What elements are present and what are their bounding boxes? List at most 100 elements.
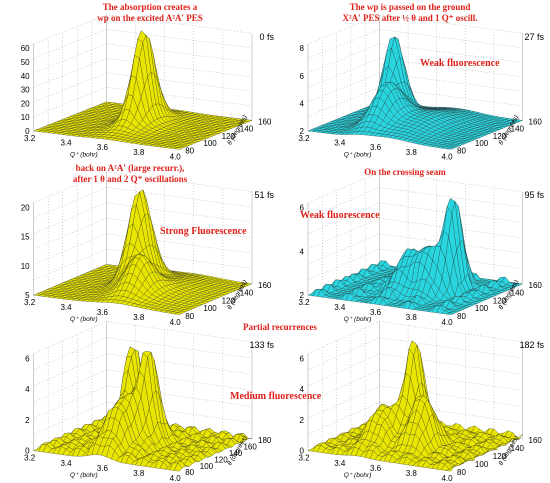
q-tick-label: 3.6 xyxy=(97,308,109,317)
q-tick-label: 4.0 xyxy=(170,152,182,161)
q-tick-label: 3.8 xyxy=(406,148,418,157)
z-tick-label: 50 xyxy=(21,58,30,67)
q-tick-label: 3.2 xyxy=(298,134,310,143)
fluorescence-note: Weak fluorescence xyxy=(300,210,380,221)
q-tick-label: 3.4 xyxy=(60,459,72,468)
theta-tick-label: 140 xyxy=(511,444,525,453)
z-tick-label: 6 xyxy=(25,354,30,363)
surface-mesh xyxy=(307,198,523,315)
q-tick-label: 3.6 xyxy=(370,308,382,317)
z-tick-label: 2 xyxy=(300,416,305,425)
theta-tick-label: 160 xyxy=(258,117,272,126)
z-tick-label: 4 xyxy=(300,247,305,256)
q-tick-label: 4.0 xyxy=(170,474,182,483)
z-tick-label: 15 xyxy=(21,233,30,242)
theta-tick-label: 80 xyxy=(457,468,466,477)
caption-ground-pes: The wp is passed on the ground X²A′ PES … xyxy=(300,2,520,24)
z-tick-label: 10 xyxy=(21,113,30,122)
theta-tick-label: 120 xyxy=(493,452,507,461)
q-tick-label: 3.2 xyxy=(24,134,36,143)
q-tick-label: 3.8 xyxy=(406,313,418,322)
z-tick-label: 5 xyxy=(25,291,30,300)
theta-tick-label: 160 xyxy=(529,436,543,445)
q-tick-label: 3.2 xyxy=(298,454,310,463)
panel-27fs: 8 6 4 2 3.2 3.4 3.6 3.8 4.0 160 140 120 100 80 Q⁺ (boh… xyxy=(275,14,550,161)
theta-tick-label: 120 xyxy=(222,296,236,305)
caption-crossing-seam: On the crossing seam xyxy=(364,167,446,177)
q-tick-label: 3.8 xyxy=(133,469,145,478)
theta-tick-label: 100 xyxy=(200,462,214,471)
surface-plot: 20 15 10 53.2 3.4 3.6 3.8 4.0 160 140 120 100 80 Q⁺ (… xyxy=(21,171,274,327)
caption-recurrence: back on A²A′ (large recurr.), after 1 θ … xyxy=(20,163,240,185)
q-tick-label: 3.4 xyxy=(60,139,72,148)
theta-tick-label: 160 xyxy=(529,281,543,290)
q-tick-label: 3.6 xyxy=(97,464,109,473)
fluorescence-note: Medium fluorescence xyxy=(230,391,322,402)
theta-tick-label: 180 xyxy=(258,436,272,445)
z-tick-label: 6 xyxy=(300,203,305,212)
q-tick-label: 3.6 xyxy=(370,143,382,152)
q-tick-label: 3.2 xyxy=(298,298,310,307)
z-tick-label: 4 xyxy=(300,385,305,394)
caption-absorption-line1: The absorption creates a xyxy=(102,2,198,12)
surface-plot: 60504030201003.23.43.63.84.0160140120100… xyxy=(21,14,274,161)
surface-mesh xyxy=(307,340,523,472)
theta-tick-label: 120 xyxy=(493,296,507,305)
panel-182fs: 6 4 2 0 3.2 3.4 3.6 3.8 4.0 160 140 120 100 80 Q⁺ (boh… xyxy=(275,321,550,483)
z-tick-label: 10 xyxy=(21,262,30,271)
surface-plot: 6 4 2 03.2 3.4 3.6 3.8 4.0 160 140 120 100 80 Q⁺ (boh… xyxy=(298,321,544,483)
panel-0fs: 60 50 40 30 20 10 0 3.2 3.4 3.6 3.8 4.0 160 140 120 100… xyxy=(0,14,280,161)
theta-tick-label: 140 xyxy=(240,289,254,298)
z-tick-label: 4 xyxy=(25,385,30,394)
q-tick-label: 3.4 xyxy=(334,459,346,468)
z-tick-label: 8 xyxy=(300,44,305,53)
theta-tick-label: 80 xyxy=(185,312,194,321)
time-label: 182 fs xyxy=(519,340,544,350)
z-tick-label: 6 xyxy=(300,354,305,363)
z-tick-label: 0 xyxy=(25,127,30,136)
z-tick-label: 40 xyxy=(21,72,30,81)
caption-recurrence-line1: back on A²A′ (large recurr.), xyxy=(75,163,185,173)
surface-plot: 8 6 4 23.2 3.4 3.6 3.8 4.0 160 140 120 100 80 Q⁺ (boh… xyxy=(298,14,544,161)
time-label: 95 fs xyxy=(524,190,544,200)
z-tick-label: 30 xyxy=(21,86,30,95)
q-tick-label: 4.0 xyxy=(441,152,453,161)
z-tick-label: 20 xyxy=(21,203,30,212)
q-tick-label: 3.8 xyxy=(133,148,145,157)
z-tick-label: 0 xyxy=(25,447,30,456)
theta-tick-label: 80 xyxy=(185,468,194,477)
q-tick-label: 3.4 xyxy=(60,303,72,312)
caption-absorption-line2: wp on the excited A²A′ PES xyxy=(97,13,203,23)
q-tick-label: 3.2 xyxy=(24,454,36,463)
q-tick-label: 3.6 xyxy=(97,143,109,152)
z-tick-label: 2 xyxy=(300,291,305,300)
theta-tick-label: 140 xyxy=(240,125,254,134)
theta-tick-label: 80 xyxy=(457,146,466,155)
theta-tick-label: 120 xyxy=(222,132,236,141)
q-axis-label: Q⁺ (bohr) xyxy=(344,316,372,323)
surface-mesh xyxy=(307,36,523,150)
panel-133fs: 6 4 2 0 3.2 3.4 3.6 3.8 4.0 180 160 140 120 100 80 Q⁺ (… xyxy=(0,321,321,483)
theta-tick-label: 140 xyxy=(229,449,243,458)
time-label: 51 fs xyxy=(254,190,274,200)
theta-tick-label: 160 xyxy=(529,117,543,126)
time-label: 0 fs xyxy=(259,32,274,42)
theta-tick-label: 80 xyxy=(457,312,466,321)
z-tick-label: 20 xyxy=(21,99,30,108)
surface-mesh xyxy=(33,30,253,150)
q-tick-label: 3.6 xyxy=(370,464,382,473)
fluorescence-note: Strong Fluorescence xyxy=(160,226,247,237)
theta-tick-label: 140 xyxy=(511,125,525,134)
z-tick-label: 4 xyxy=(300,99,305,108)
theta-tick-label: 80 xyxy=(185,146,194,155)
caption-ground-line2: X²A′ PES after ½ θ and 1 Q⁺ oscill. xyxy=(342,13,478,23)
fluorescence-note: Weak fluorescence xyxy=(420,58,500,69)
theta-tick-label: 100 xyxy=(203,304,217,313)
caption-absorption: The absorption creates a wp on the excit… xyxy=(50,2,250,24)
q-axis-label: Q⁺ (bohr) xyxy=(344,152,372,159)
q-tick-label: 3.8 xyxy=(133,313,145,322)
caption-ground-line1: The wp is passed on the ground xyxy=(349,2,471,12)
q-tick-label: 4.0 xyxy=(170,318,182,327)
caption-partial-recurrences: Partial recurrences xyxy=(243,322,317,332)
